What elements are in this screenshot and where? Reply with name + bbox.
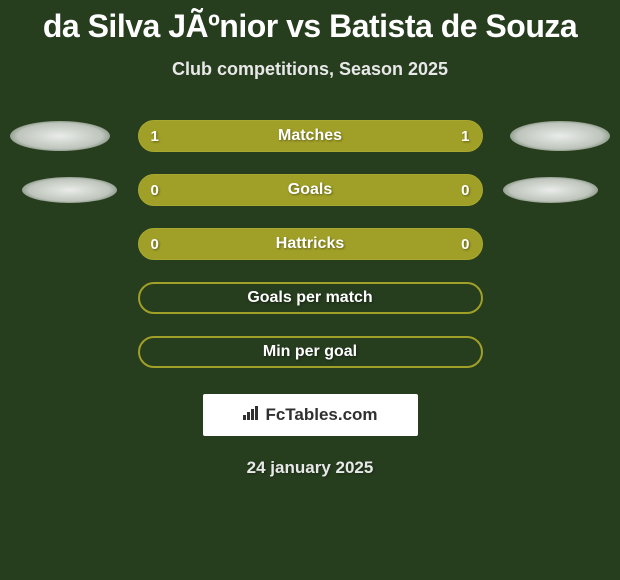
stat-bar: 1 Matches 1 bbox=[138, 120, 483, 152]
ellipse-left-icon bbox=[10, 121, 110, 151]
stats-container: 1 Matches 1 0 Goals 0 0 Hattricks 0 Goal… bbox=[0, 120, 620, 390]
stat-row-min-per-goal: Min per goal bbox=[0, 336, 620, 368]
stat-row-hattricks: 0 Hattricks 0 bbox=[0, 228, 620, 260]
logo-text-label: FcTables.com bbox=[265, 405, 377, 425]
stat-bar: Min per goal bbox=[138, 336, 483, 368]
stat-bar: 0 Hattricks 0 bbox=[138, 228, 483, 260]
stat-row-matches: 1 Matches 1 bbox=[0, 120, 620, 152]
date-text: 24 january 2025 bbox=[247, 458, 374, 478]
stat-row-goals-per-match: Goals per match bbox=[0, 282, 620, 314]
stat-value-right: 0 bbox=[450, 182, 470, 199]
chart-icon bbox=[242, 405, 262, 426]
stat-label: Min per goal bbox=[263, 343, 357, 361]
stat-row-goals: 0 Goals 0 bbox=[0, 174, 620, 206]
stat-value-left: 0 bbox=[151, 236, 171, 253]
logo-box: FcTables.com bbox=[203, 394, 418, 436]
stat-value-left: 0 bbox=[151, 182, 171, 199]
stat-label: Matches bbox=[278, 127, 342, 145]
ellipse-right-icon bbox=[503, 177, 598, 203]
stat-label: Goals per match bbox=[247, 289, 372, 307]
logo: FcTables.com bbox=[242, 405, 377, 426]
ellipse-left-icon bbox=[22, 177, 117, 203]
stat-value-right: 1 bbox=[450, 128, 470, 145]
stat-bar: 0 Goals 0 bbox=[138, 174, 483, 206]
stat-bar: Goals per match bbox=[138, 282, 483, 314]
subtitle: Club competitions, Season 2025 bbox=[172, 59, 448, 80]
stat-label: Goals bbox=[288, 181, 332, 199]
stat-label: Hattricks bbox=[276, 235, 344, 253]
page-title: da Silva JÃºnior vs Batista de Souza bbox=[43, 8, 577, 45]
stat-value-left: 1 bbox=[151, 128, 171, 145]
stat-value-right: 0 bbox=[450, 236, 470, 253]
ellipse-right-icon bbox=[510, 121, 610, 151]
